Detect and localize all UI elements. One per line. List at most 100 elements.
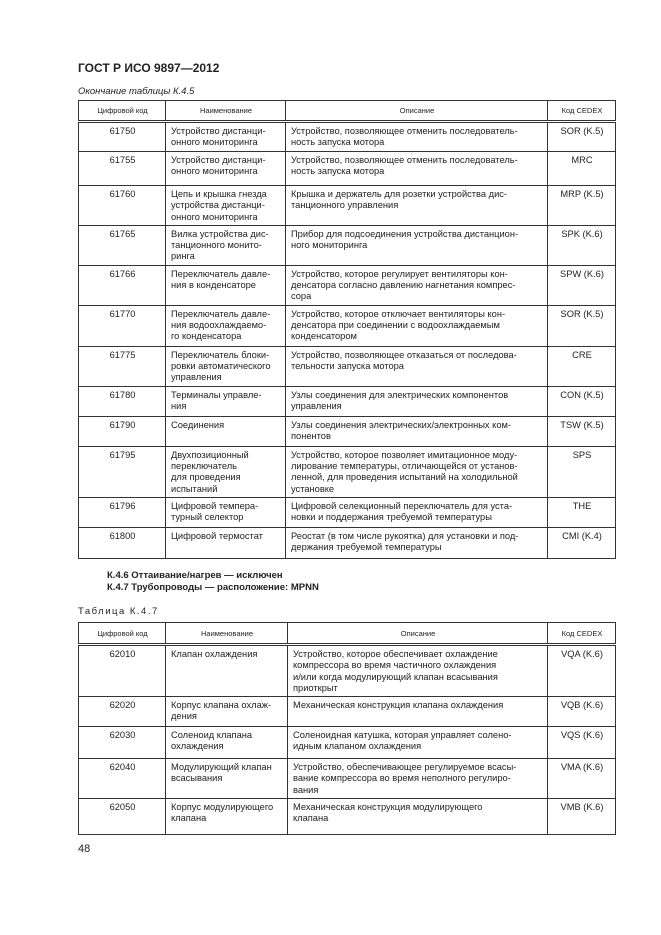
description-cell: Реостат (в том числе рукоятка) для устан… [285, 526, 548, 559]
description-cell: Механическая конструкция модулирующего к… [287, 798, 548, 836]
description-cell: Устройство, которое регулирует вентилято… [285, 264, 548, 306]
code-cell: 61755 [78, 151, 166, 186]
name-cell: Вилка устройства дис- танционного монито… [165, 224, 286, 266]
table-row: 61795 Двухпозиционный переключатель для п… [78, 445, 616, 498]
table-row: 61775 Переключатель блоки- ровки автомати… [78, 345, 616, 387]
table-row: 62040 Модулирующий клапан всасывания Устро… [78, 758, 616, 800]
column-header: Наименование [165, 100, 286, 123]
section-heading: К.4.7 Трубопроводы — расположение: MPNN [107, 581, 319, 593]
table-row: 61750 Устройство дистанци- онного монитор… [78, 121, 616, 152]
name-cell: Двухпозиционный переключатель для провед… [165, 445, 286, 498]
name-cell: Клапан охлаждения [165, 643, 288, 698]
description-cell: Устройство, обеспечивающее регулируемое … [287, 758, 548, 800]
name-cell: Цифровой темпера- турный селектор [165, 496, 286, 528]
table-row: 62020 Корпус клапана охлаж- дения Механиче… [78, 696, 616, 728]
column-header: Код CEDEX [547, 100, 616, 123]
page-number: 48 [78, 843, 91, 855]
description-cell: Узлы соединения электрических/электронны… [285, 415, 548, 447]
code-cell: 62020 [78, 696, 166, 728]
cedex-cell: SOR (K.5) [547, 121, 616, 152]
cedex-cell: SPS [547, 445, 616, 498]
description-cell: Устройство, которое позволяет имитационн… [285, 445, 548, 498]
cedex-cell: THE [547, 496, 616, 528]
table-k-4-7: Цифровой код Наименование Описание Код C… [78, 622, 616, 836]
name-cell: Модулирующий клапан всасывания [165, 758, 288, 800]
section-headings: К.4.6 Оттаивание/нагрев — исключен К.4.7… [107, 570, 319, 593]
name-cell: Цифровой термостат [165, 526, 286, 559]
cedex-cell: VQS (K.6) [547, 726, 616, 760]
name-cell: Переключатель блоки- ровки автоматическо… [165, 345, 286, 387]
code-cell: 61765 [78, 224, 166, 266]
table-row: 61765 Вилка устройства дис- танционного м… [78, 224, 616, 266]
code-cell: 61760 [78, 185, 166, 226]
column-header: Код CEDEX [547, 622, 616, 646]
code-cell: 62050 [78, 798, 166, 836]
cedex-cell: VMB (K.6) [547, 798, 616, 836]
cedex-cell: CRE [547, 345, 616, 387]
code-cell: 61775 [78, 345, 166, 387]
description-cell: Устройство, позволяющее отменить последо… [285, 121, 548, 152]
description-cell: Прибор для подсоединения устройства дист… [285, 224, 548, 266]
table-row: 62050 Корпус модулирующего клапана Механич… [78, 798, 616, 836]
column-header: Наименование [165, 622, 288, 646]
description-cell: Устройство, позволяющее отказаться от по… [285, 345, 548, 387]
cedex-cell: MRC [547, 151, 616, 186]
column-header: Описание [287, 622, 548, 646]
description-cell: Соленоидная катушка, которая управляет с… [287, 726, 548, 760]
cedex-cell: MRP (K.5) [547, 185, 616, 226]
name-cell: Переключатель давле- ния водоохлаждаемо-… [165, 304, 286, 347]
code-cell: 61790 [78, 415, 166, 447]
table-row: 61766 Переключатель давле- ния в конденса… [78, 264, 616, 306]
cedex-cell: VQA (K.6) [547, 643, 616, 698]
cedex-cell: SPW (K.6) [547, 264, 616, 306]
cedex-cell: SPK (K.6) [547, 224, 616, 266]
description-cell: Устройство, которое обеспечивает охлажде… [287, 643, 548, 698]
table-k-4-5: Цифровой код Наименование Описание Код C… [78, 100, 616, 559]
code-cell: 61795 [78, 445, 166, 498]
code-cell: 61796 [78, 496, 166, 528]
cedex-cell: CMI (K.4) [547, 526, 616, 559]
cedex-cell: CON (K.5) [547, 385, 616, 417]
cedex-cell: TSW (K.5) [547, 415, 616, 447]
description-cell: Цифровой селекционный переключатель для … [285, 496, 548, 528]
code-cell: 61750 [78, 121, 166, 152]
table-row: 61796 Цифровой темпера- турный селектор Ци… [78, 496, 616, 528]
name-cell: Корпус модулирующего клапана [165, 798, 288, 836]
name-cell: Устройство дистанци- онного мониторинга [165, 121, 286, 152]
column-header: Цифровой код [78, 100, 166, 123]
table-row: 61760 Цепь и крышка гнезда устройства дис… [78, 185, 616, 226]
name-cell: Соединения [165, 415, 286, 447]
table-caption: Таблица К.4.7 [78, 606, 159, 617]
name-cell: Устройство дистанци- онного мониторинга [165, 151, 286, 186]
cedex-cell: VQB (K.6) [547, 696, 616, 728]
cedex-cell: SOR (K.5) [547, 304, 616, 347]
table-row: 62030 Соленоид клапана охлаждения Соленоид… [78, 726, 616, 760]
code-cell: 61770 [78, 304, 166, 347]
name-cell: Терминалы управле- ния [165, 385, 286, 417]
table-row: 61780 Терминалы управле- ния Узлы соединен… [78, 385, 616, 417]
name-cell: Переключатель давле- ния в конденсаторе [165, 264, 286, 306]
code-cell: 62040 [78, 758, 166, 800]
description-cell: Узлы соединения для электрических компон… [285, 385, 548, 417]
description-cell: Крышка и держатель для розетки устройств… [285, 185, 548, 226]
code-cell: 61800 [78, 526, 166, 559]
description-cell: Механическая конструкция клапана охлажде… [287, 696, 548, 728]
code-cell: 62030 [78, 726, 166, 760]
description-cell: Устройство, позволяющее отменить последо… [285, 151, 548, 186]
document-title: ГОСТ Р ИСО 9897—2012 [78, 61, 220, 75]
description-cell: Устройство, которое отключает вентилятор… [285, 304, 548, 347]
name-cell: Соленоид клапана охлаждения [165, 726, 288, 760]
table-row: 61770 Переключатель давле- ния водоохлажд… [78, 304, 616, 347]
table-caption: Окончание таблицы К.4.5 [78, 86, 195, 97]
table-row: 61755 Устройство дистанци- онного монитор… [78, 151, 616, 186]
code-cell: 62010 [78, 643, 166, 698]
table-row: 61790 Соединения Узлы соединения электриче… [78, 415, 616, 447]
code-cell: 61766 [78, 264, 166, 306]
table-row: 61800 Цифровой термостат Реостат (в том чи… [78, 526, 616, 559]
code-cell: 61780 [78, 385, 166, 417]
column-header: Цифровой код [78, 622, 166, 646]
section-heading: К.4.6 Оттаивание/нагрев — исключен [107, 570, 283, 581]
name-cell: Цепь и крышка гнезда устройства дистанци… [165, 185, 286, 226]
column-header: Описание [285, 100, 548, 123]
name-cell: Корпус клапана охлаж- дения [165, 696, 288, 728]
